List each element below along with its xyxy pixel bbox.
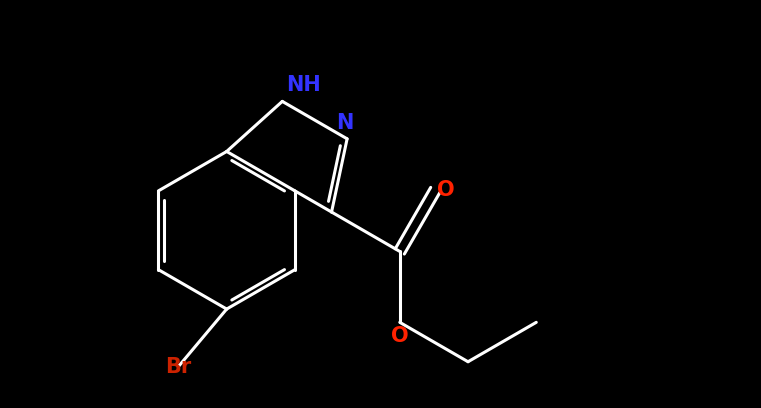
Text: N: N <box>336 113 354 133</box>
Text: O: O <box>437 180 454 200</box>
Text: NH: NH <box>286 75 321 95</box>
Text: O: O <box>391 326 409 346</box>
Text: Br: Br <box>165 357 192 377</box>
